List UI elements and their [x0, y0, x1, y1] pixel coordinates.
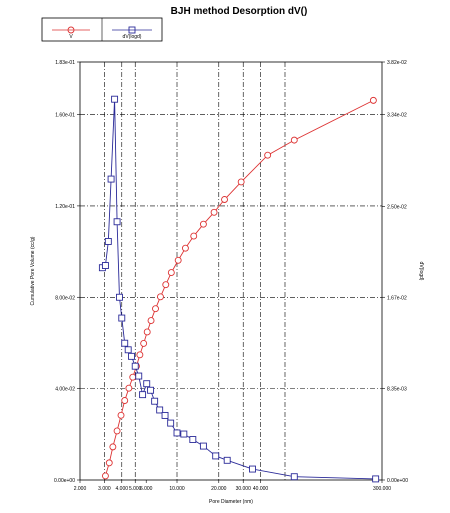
- point-v-1: [105, 459, 113, 467]
- series-layer: [98, 95, 380, 483]
- y-left-axis-label: Cumulative Pore Volume (cc/g): [30, 236, 36, 305]
- y-left-tick-labels: 0.00e+00 4.00e-02 8.00e-02 1.20e-01 1.60e-01…: [54, 60, 80, 484]
- point-v-18: [181, 244, 189, 252]
- y-left-tick-label-0: 0.00e+00: [54, 478, 75, 484]
- point-v-9: [136, 351, 144, 359]
- point-dv-logd-14: [143, 380, 151, 388]
- legend-v-label: V: [69, 34, 73, 40]
- point-dv-logd-16: [151, 397, 159, 405]
- y-left-tick-label-1: 4.00e-02: [55, 387, 75, 393]
- point-dv-logd-7: [118, 314, 126, 322]
- point-v-26: [369, 96, 377, 104]
- x-tick-label-7: 30.000: [236, 486, 252, 492]
- point-dv-logd-4: [111, 95, 119, 103]
- point-dv-logd-18: [161, 411, 169, 419]
- y-left-tick-label-4: 1.60e-01: [55, 113, 75, 119]
- y-left-tick-label-3: 1.20e-01: [55, 204, 75, 210]
- point-v-14: [157, 293, 164, 301]
- x-tick-label-0: 2.000: [74, 486, 87, 492]
- point-v-6: [125, 384, 133, 392]
- point-dv-logd-17: [156, 406, 164, 414]
- point-dv-logd-5: [113, 218, 121, 226]
- y-right-tick-labels: 0.00e+00 8.35e-03 1.67e-02 2.50e-02 3.34e-02…: [382, 60, 408, 484]
- x-tick-label-6: 20.000: [211, 486, 227, 492]
- point-v-12: [147, 317, 155, 325]
- legend-dv-marker: [128, 26, 136, 34]
- point-dv-logd-1: [101, 262, 109, 269]
- x-axis-label: Pore Diameter (nm): [209, 499, 253, 505]
- point-dv-logd-27: [290, 473, 298, 481]
- chart-title: BJH method Desorption dV(): [171, 6, 308, 17]
- point-v-0: [101, 472, 109, 480]
- x-tick-label-8: 40.000: [253, 486, 269, 492]
- point-v-7: [129, 373, 137, 381]
- point-dv-logd-21: [180, 430, 188, 438]
- point-dv-logd-3: [107, 175, 115, 183]
- point-v-10: [140, 339, 148, 347]
- legend-dv-label: dV(logd): [123, 34, 142, 40]
- point-v-11: [143, 328, 151, 336]
- y-right-tick-label-5: 3.82e-02: [387, 60, 407, 66]
- x-tick-label-9: 300.000: [373, 486, 391, 492]
- point-dv-logd-28: [372, 475, 380, 483]
- point-dv-logd-9: [124, 346, 132, 354]
- y-right-tick-label-4: 3.34e-02: [387, 113, 407, 119]
- point-v-3: [113, 427, 121, 435]
- point-dv-logd-23: [199, 442, 207, 450]
- plot-frame: [79, 61, 383, 481]
- y-right-tick-label-1: 8.35e-03: [387, 387, 407, 393]
- x-tick-label-2: 4.000: [116, 486, 129, 492]
- point-v-21: [210, 208, 218, 216]
- y-right-tick-label-3: 2.50e-02: [387, 204, 407, 210]
- point-v-5: [121, 397, 129, 404]
- point-dv-logd-24: [212, 452, 220, 460]
- y-right-tick-label-2: 1.67e-02: [387, 295, 407, 301]
- point-v-16: [167, 269, 175, 277]
- y-left-tick-label-5: 1.83e-01: [55, 60, 75, 66]
- point-dv-logd-19: [167, 419, 175, 427]
- point-dv-logd-11: [131, 362, 139, 370]
- point-v-20: [199, 220, 207, 228]
- x-tick-label-1: 3.000: [98, 486, 111, 492]
- y-left-tick-label-2: 8.00e-02: [55, 295, 75, 301]
- point-dv-logd-6: [116, 293, 123, 301]
- point-v-2: [109, 443, 117, 451]
- point-dv-logd-8: [121, 339, 129, 347]
- point-dv-logd-22: [189, 436, 197, 443]
- point-dv-logd-25: [223, 456, 231, 464]
- point-dv-logd-12: [135, 372, 143, 380]
- point-v-13: [152, 305, 159, 313]
- y-right-axis-label: dV(logd): [418, 262, 424, 281]
- x-tick-label-4: 6.000: [140, 486, 153, 492]
- point-dv-logd-20: [173, 429, 181, 437]
- point-dv-logd-26: [249, 465, 256, 473]
- legend: V dV(logd): [41, 17, 163, 42]
- point-dv-logd-10: [128, 352, 135, 360]
- legend-v-marker: [67, 26, 75, 34]
- point-v-4: [117, 411, 125, 419]
- point-v-15: [162, 281, 170, 289]
- point-v-25: [290, 136, 298, 144]
- point-dv-logd-2: [104, 238, 112, 245]
- x-tick-label-3: 5.000: [129, 486, 142, 492]
- point-v-23: [237, 178, 245, 186]
- point-dv-logd-15: [147, 386, 155, 394]
- point-v-19: [190, 232, 198, 240]
- point-v-24: [264, 151, 272, 159]
- y-right-tick-label-0: 0.00e+00: [387, 478, 408, 484]
- point-v-22: [221, 196, 228, 203]
- point-v-17: [174, 256, 182, 264]
- x-tick-label-5: 10.000: [169, 486, 185, 492]
- point-dv-logd-13: [139, 391, 147, 399]
